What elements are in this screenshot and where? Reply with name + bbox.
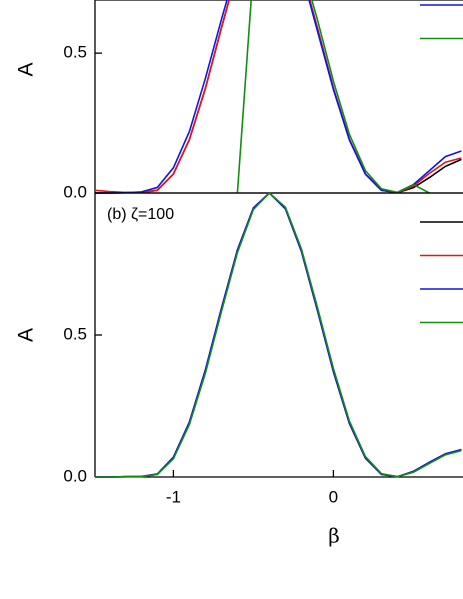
curve xyxy=(236,0,430,194)
x-tick-label: -1 xyxy=(166,487,181,506)
x-tick-label: 0 xyxy=(329,487,338,506)
y-tick-label: 0.0 xyxy=(63,466,87,485)
curve xyxy=(95,192,462,478)
y-tick-label: 0.5 xyxy=(63,43,87,62)
y-axis-label: A xyxy=(15,62,38,76)
curve xyxy=(95,192,462,478)
curve xyxy=(95,0,462,194)
y-tick-label: 0.0 xyxy=(63,182,87,201)
plot-area xyxy=(95,0,462,194)
curve xyxy=(95,192,462,478)
curve xyxy=(95,192,462,478)
y-tick-label: 0.5 xyxy=(63,324,87,343)
curve xyxy=(95,0,462,194)
panel-label: (b) ζ=100 xyxy=(107,206,174,223)
plot-area xyxy=(95,192,462,478)
y-axis-label: A xyxy=(15,328,38,342)
x-axis-label: β xyxy=(328,524,340,548)
curve xyxy=(95,0,462,194)
